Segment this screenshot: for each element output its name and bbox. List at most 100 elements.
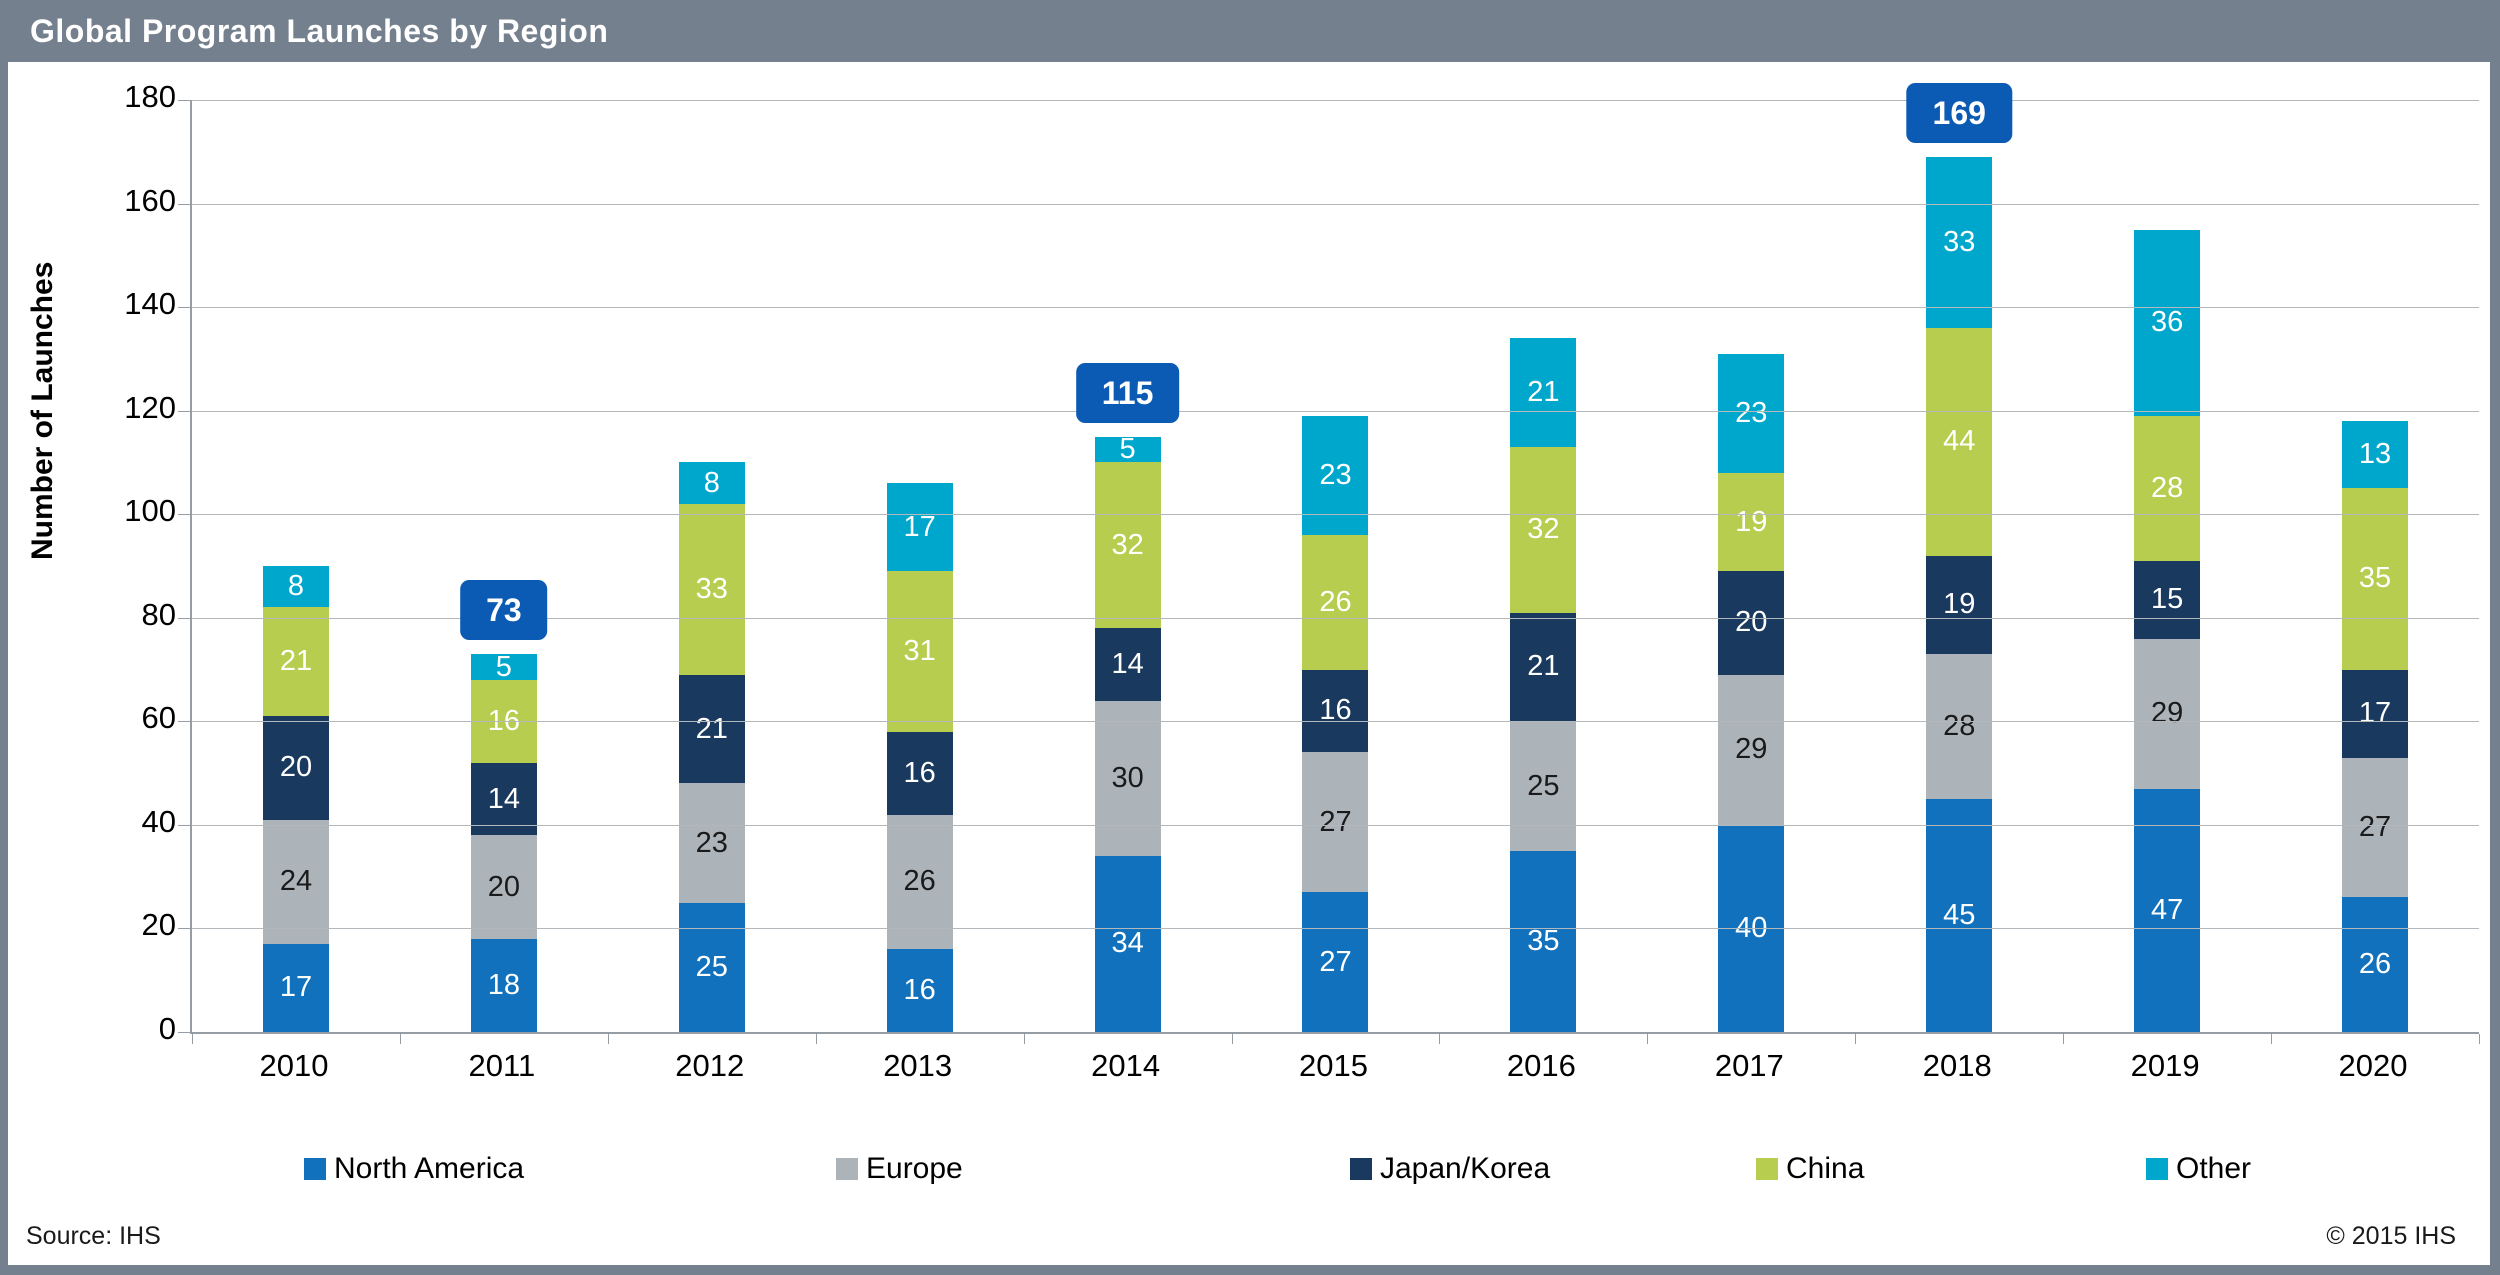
legend: North America Europe Japan/Korea China Other xyxy=(8,1152,2490,1202)
y-tick-label-120: 120 xyxy=(124,389,176,425)
x-tick-label-2014: 2014 xyxy=(1091,1048,1161,1083)
x-tickmark-10 xyxy=(2271,1034,2273,1044)
x-tickmark-9 xyxy=(2063,1034,2065,1044)
x-tick-label-2020: 2020 xyxy=(2338,1048,2408,1083)
segment-europe-2017: 29 xyxy=(1718,674,1785,825)
x-tickmark-1 xyxy=(399,1034,401,1044)
y-tickmark-120 xyxy=(178,410,190,412)
stacked-bar-2010: 17 24 20 21 8 xyxy=(262,566,329,1032)
x-tick-label-2013: 2013 xyxy=(883,1048,953,1083)
segment-north-america-2015: 27 xyxy=(1302,892,1369,1032)
gridline-20 xyxy=(192,928,2479,930)
segment-north-america-2011: 18 xyxy=(470,938,537,1032)
segment-china-2018: 44 xyxy=(1926,327,1993,556)
segment-europe-2015: 27 xyxy=(1302,752,1369,893)
bar-slot-2016: 35 25 21 32 21 xyxy=(1439,100,1647,1032)
segment-japan-korea-2019: 15 xyxy=(2134,560,2201,639)
x-tick-label-2018: 2018 xyxy=(1922,1048,1992,1083)
x-tickmark-8 xyxy=(1855,1034,1857,1044)
legend-item-japan-korea: Japan/Korea xyxy=(1350,1152,1550,1186)
segment-china-2019: 28 xyxy=(2134,415,2201,561)
segment-china-2014: 32 xyxy=(1094,462,1161,629)
y-tick-label-0: 0 xyxy=(158,1011,176,1046)
x-tickmark-0 xyxy=(192,1034,193,1044)
bar-slot-2014: 34 30 14 32 5 xyxy=(1024,100,1232,1032)
x-tick-label-2012: 2012 xyxy=(675,1048,745,1083)
y-tickmark-180 xyxy=(178,100,190,101)
y-tickmark-80 xyxy=(178,617,190,619)
legend-label: Europe xyxy=(866,1152,963,1185)
segment-other-2020: 13 xyxy=(2342,421,2409,489)
y-tickmark-140 xyxy=(178,307,190,309)
stacked-bar-2014: 34 30 14 32 5 xyxy=(1094,435,1161,1032)
x-tickmark-3 xyxy=(815,1034,817,1044)
x-axis-tick-labels: 2010 2011 2012 2013 2014 2015 2016 2017 2018 2019… xyxy=(190,1048,2477,1088)
gridline-140 xyxy=(192,307,2479,309)
gridline-160 xyxy=(192,203,2479,205)
y-tick-label-180: 180 xyxy=(124,79,176,114)
segment-north-america-2019: 47 xyxy=(2134,788,2201,1032)
segment-other-2019: 36 xyxy=(2134,229,2201,416)
segment-other-2017: 23 xyxy=(1718,353,1785,473)
segment-japan-korea-2011: 14 xyxy=(470,762,537,836)
title-bar: Global Program Launches by Region xyxy=(8,0,2490,62)
copyright-note: © 2015 IHS xyxy=(2326,1222,2456,1250)
y-tick-label-40: 40 xyxy=(141,803,176,839)
bar-slot-2012: 25 23 21 33 8 xyxy=(608,100,816,1032)
bar-slot-2019: 47 29 15 28 36 xyxy=(2063,100,2271,1032)
segment-other-2018: 33 xyxy=(1926,156,1993,328)
x-tick-label-2011: 2011 xyxy=(468,1048,536,1083)
segment-north-america-2016: 35 xyxy=(1510,850,1577,1032)
segment-japan-korea-2018: 19 xyxy=(1926,555,1993,655)
x-tickmark-4 xyxy=(1023,1034,1025,1044)
segment-other-2014: 5 xyxy=(1094,435,1161,463)
stacked-bar-2020: 26 27 17 35 13 xyxy=(2342,421,2409,1032)
legend-swatch-icon xyxy=(1756,1158,1778,1180)
legend-item-other: Other xyxy=(2146,1152,2251,1186)
x-tickmark-11 xyxy=(2479,1034,2480,1044)
segment-north-america-2010: 17 xyxy=(262,943,329,1032)
stacked-bar-2016: 35 25 21 32 21 xyxy=(1510,338,1577,1032)
segment-japan-korea-2010: 20 xyxy=(262,716,329,820)
x-tickmark-5 xyxy=(1231,1034,1233,1044)
segment-north-america-2017: 40 xyxy=(1718,824,1785,1032)
segment-china-2017: 19 xyxy=(1718,472,1785,572)
segment-other-2012: 8 xyxy=(678,462,745,504)
bar-slot-2013: 16 26 16 31 17 xyxy=(816,100,1024,1032)
x-tickmark-6 xyxy=(1439,1034,1441,1044)
segment-europe-2010: 24 xyxy=(262,819,329,944)
stacked-bar-2017: 40 29 20 19 23 xyxy=(1718,353,1785,1032)
chart-panel: Global Program Launches by Region Number… xyxy=(8,0,2490,1265)
segment-china-2012: 33 xyxy=(678,503,745,675)
bar-series-container: 17 24 20 21 8 18 20 14 16 5 25 23 21 33 8 16 26 16 31 17 34 3… xyxy=(192,100,2479,1032)
segment-north-america-2014: 34 xyxy=(1094,855,1161,1032)
bar-slot-2015: 27 27 16 26 23 xyxy=(1232,100,1440,1032)
segment-europe-2019: 29 xyxy=(2134,638,2201,789)
bar-slot-2010: 17 24 20 21 8 xyxy=(192,100,400,1032)
segment-north-america-2013: 16 xyxy=(886,949,953,1032)
bar-slot-2017: 40 29 20 19 23 xyxy=(1647,100,1855,1032)
segment-china-2010: 21 xyxy=(262,607,329,717)
segment-japan-korea-2017: 20 xyxy=(1718,571,1785,675)
y-axis-tick-labels: 0 20 40 60 80 100 120 140 160 180 xyxy=(8,81,176,1044)
x-tick-label-2015: 2015 xyxy=(1299,1048,1368,1083)
y-tickmark-100 xyxy=(178,514,190,516)
y-tick-label-140: 140 xyxy=(124,286,176,322)
stacked-bar-2015: 27 27 16 26 23 xyxy=(1302,415,1369,1032)
segment-north-america-2020: 26 xyxy=(2342,897,2409,1032)
y-tick-label-20: 20 xyxy=(141,907,176,943)
gridline-60 xyxy=(192,721,2479,723)
x-tick-label-2016: 2016 xyxy=(1506,1048,1576,1083)
gridline-100 xyxy=(192,514,2479,516)
y-tickmark-20 xyxy=(178,928,190,930)
y-tick-label-100: 100 xyxy=(124,493,176,529)
legend-label: North America xyxy=(334,1152,525,1185)
bar-slot-2011: 18 20 14 16 5 xyxy=(400,100,608,1032)
segment-other-2010: 8 xyxy=(262,566,329,608)
y-tick-label-80: 80 xyxy=(141,596,176,632)
gridline-40 xyxy=(192,824,2479,826)
x-tickmark-7 xyxy=(1647,1034,1649,1044)
segment-europe-2013: 26 xyxy=(886,814,953,950)
segment-europe-2014: 30 xyxy=(1094,700,1161,856)
y-tickmark-60 xyxy=(178,721,190,723)
